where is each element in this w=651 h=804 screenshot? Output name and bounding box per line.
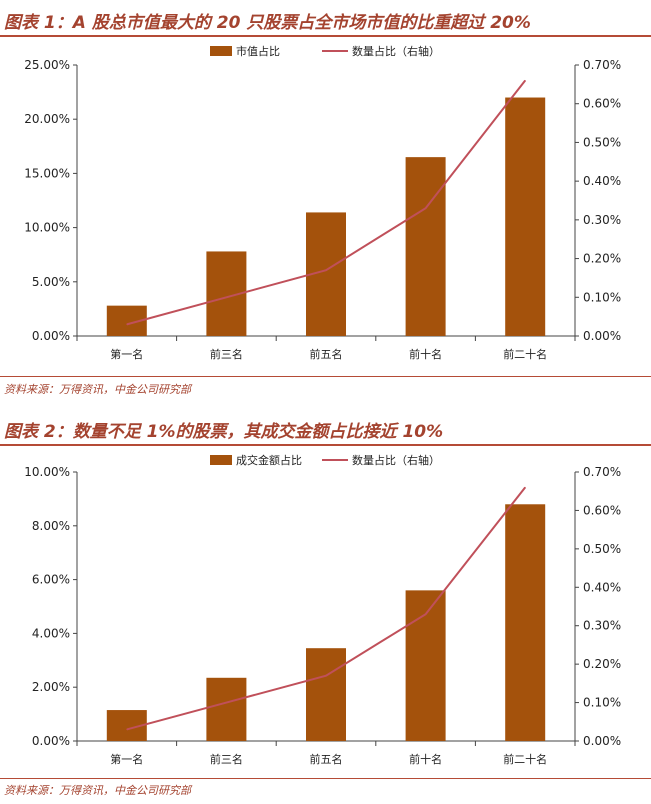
y-tick-label-left: 25.00% — [24, 58, 70, 72]
x-tick-label: 第一名 — [110, 347, 143, 361]
y-tick-label-right: 0.70% — [583, 58, 621, 72]
bar — [505, 504, 546, 741]
bar — [206, 677, 247, 741]
y-tick-label-right: 0.30% — [583, 619, 621, 633]
y-tick-label-right: 0.10% — [583, 290, 621, 304]
legend-label-bar: 市值占比 — [236, 44, 280, 58]
x-tick-label: 前五名 — [310, 752, 343, 766]
x-tick-label: 前十名 — [409, 347, 442, 361]
x-tick-label: 第一名 — [110, 752, 143, 766]
source-divider — [0, 778, 651, 779]
y-tick-label-right: 0.60% — [583, 97, 621, 111]
line-point — [126, 323, 128, 325]
y-tick-label-right: 0.10% — [583, 696, 621, 710]
line-point — [126, 728, 128, 730]
y-tick-label-left: 0.00% — [32, 329, 70, 343]
line-point — [524, 79, 526, 81]
line-point — [425, 207, 427, 209]
y-tick-label-right: 0.40% — [583, 580, 621, 594]
legend-label-bar: 成交金额占比 — [236, 453, 302, 467]
y-tick-label-left: 15.00% — [24, 166, 70, 180]
chart-title: 图表 1：A 股总市值最大的 20 只股票占全市场市值的比重超过 20% — [4, 13, 531, 33]
line-point — [225, 296, 227, 298]
y-tick-label-left: 10.00% — [24, 221, 70, 235]
y-tick-label-right: 0.40% — [583, 174, 621, 188]
legend-label-line: 数量占比（右轴） — [352, 44, 440, 58]
line-point — [325, 675, 327, 677]
y-tick-label-right: 0.50% — [583, 135, 621, 149]
y-tick-label-left: 0.00% — [32, 734, 70, 748]
y-tick-label-left: 6.00% — [32, 573, 70, 587]
x-tick-label: 前五名 — [310, 347, 343, 361]
x-tick-label: 前二十名 — [503, 752, 547, 766]
x-tick-label: 前三名 — [210, 752, 243, 766]
chart-panel-1: 图表 1：A 股总市值最大的 20 只股票占全市场市值的比重超过 20% 市值占… — [0, 0, 651, 400]
bar — [405, 590, 446, 741]
x-tick-label: 前二十名 — [503, 347, 547, 361]
source-divider — [0, 376, 651, 377]
y-tick-label-right: 0.20% — [583, 657, 621, 671]
y-tick-label-right: 0.60% — [583, 503, 621, 517]
y-tick-label-right: 0.50% — [583, 542, 621, 556]
bar — [505, 97, 546, 336]
chart-1: 市值占比 数量占比（右轴） 0.00% 5.00% 10.00% 15.00% 20.00%… — [24, 44, 621, 361]
source-note: 资料来源：万得资讯，中金公司研究部 — [4, 784, 191, 797]
title-divider — [0, 444, 651, 446]
y-tick-label-left: 4.00% — [32, 626, 70, 640]
legend-swatch-bar — [210, 46, 232, 56]
chart-2: 成交金额占比 数量占比（右轴） 0.00% 2.00% 4.00% 6.00% 8.00% 1… — [24, 453, 621, 766]
chart-title: 图表 2：数量不足 1%的股票，其成交金额占比接近 10% — [4, 422, 444, 442]
line-point — [524, 486, 526, 488]
x-tick-label: 前十名 — [409, 752, 442, 766]
source-note: 资料来源：万得资讯，中金公司研究部 — [4, 383, 191, 396]
legend-label-line: 数量占比（右轴） — [352, 453, 440, 467]
y-tick-label-left: 10.00% — [24, 465, 70, 479]
legend-swatch-bar — [210, 455, 232, 465]
chart-panel-2: 图表 2：数量不足 1%的股票，其成交金额占比接近 10% 成交金额占比 数量占比… — [0, 400, 651, 804]
y-tick-label-right: 0.30% — [583, 213, 621, 227]
line-point — [425, 613, 427, 615]
y-tick-label-right: 0.20% — [583, 252, 621, 266]
y-tick-label-left: 2.00% — [32, 680, 70, 694]
line-point — [325, 269, 327, 271]
title-divider — [0, 35, 651, 37]
bar — [405, 157, 446, 336]
bar — [306, 648, 346, 741]
y-tick-label-left: 8.00% — [32, 519, 70, 533]
x-tick-label: 前三名 — [210, 347, 243, 361]
y-tick-label-right: 0.00% — [583, 329, 621, 343]
y-tick-label-left: 20.00% — [24, 112, 70, 126]
y-tick-label-right: 0.00% — [583, 734, 621, 748]
y-tick-label-left: 5.00% — [32, 275, 70, 289]
y-tick-label-right: 0.70% — [583, 465, 621, 479]
line-point — [225, 702, 227, 704]
